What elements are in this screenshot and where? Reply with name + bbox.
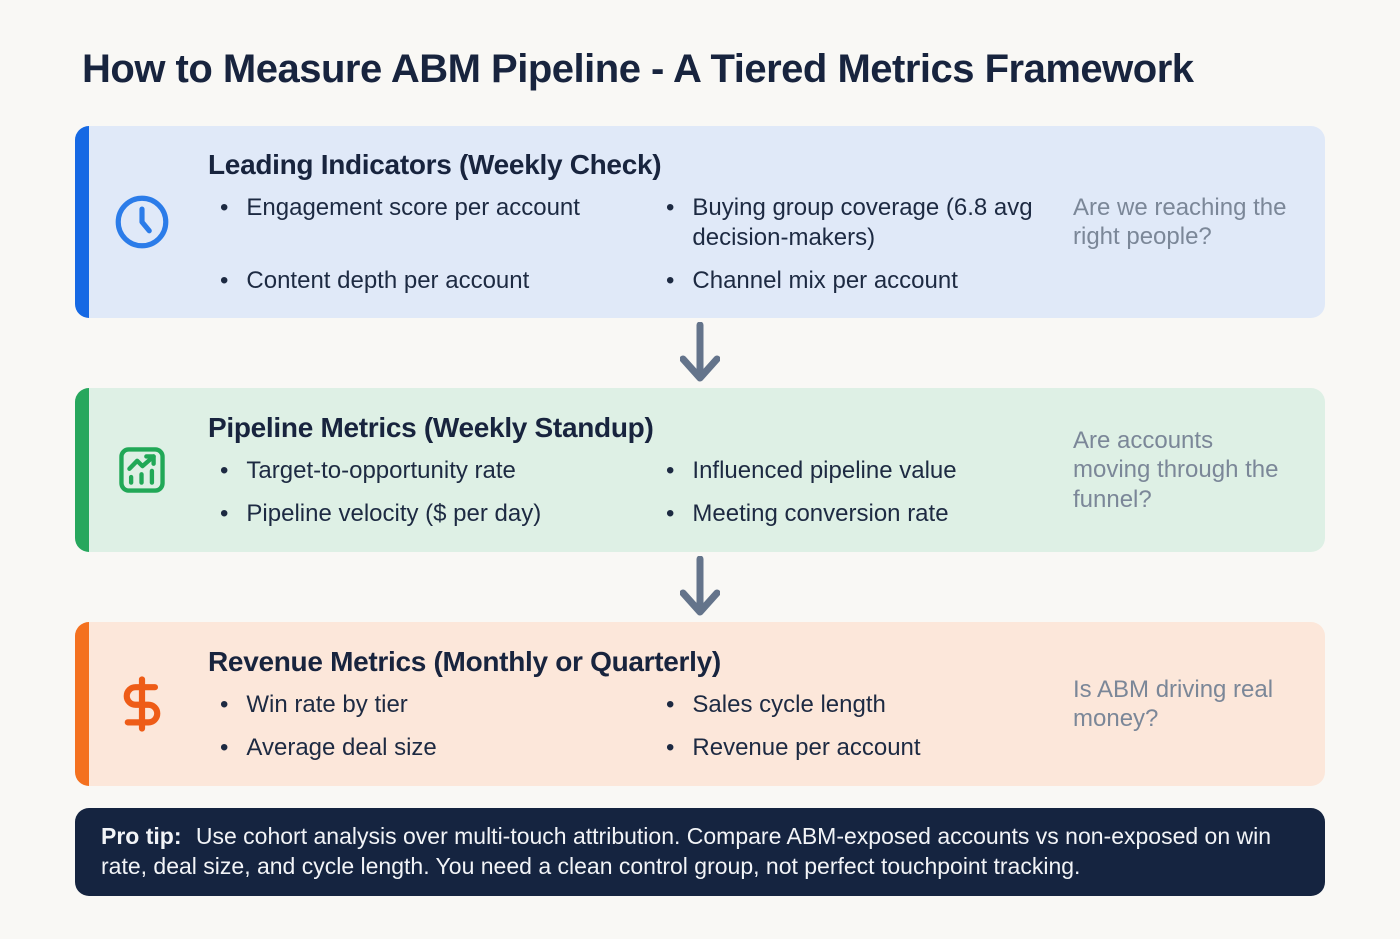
dollar-sign-icon [111,673,173,735]
tier-side-note: Is ABM driving real money? [1073,675,1274,732]
bullet-item: Buying group coverage (6.8 avg decision-… [654,193,1073,253]
tier-icon-cell [75,441,208,499]
bullet-item: Meeting conversion rate [654,499,1073,529]
bullet-item: Target-to-opportunity rate [208,456,654,486]
tier-icon-cell [75,191,208,253]
infographic-canvas: How to Measure ABM Pipeline - A Tiered M… [0,0,1400,896]
bullet-item: Pipeline velocity ($ per day) [208,499,654,529]
tier-heading: Pipeline Metrics (Weekly Standup) [208,411,654,443]
tier-heading: Revenue Metrics (Monthly or Quarterly) [208,645,721,677]
clock-icon [111,191,173,253]
tier-content: Revenue Metrics (Monthly or Quarterly) W… [208,646,1073,763]
bullet-item: Win rate by tier [208,690,654,720]
tier-revenue-metrics: Revenue Metrics (Monthly or Quarterly) W… [75,622,1325,786]
tier-leading-indicators: Leading Indicators (Weekly Check) Engage… [75,126,1325,318]
tier-bullet-list: Win rate by tier Sales cycle length Aver… [208,690,1073,763]
tier-icon-cell [75,673,208,735]
tier-pipeline-metrics: Pipeline Metrics (Weekly Standup) Target… [75,388,1325,552]
bullet-item: Influenced pipeline value [654,456,1073,486]
pro-tip-label: Pro tip: [101,823,182,849]
tier-content: Leading Indicators (Weekly Check) Engage… [208,149,1073,296]
tier-content: Pipeline Metrics (Weekly Standup) Target… [208,412,1073,529]
tier-bullet-list: Engagement score per account Buying grou… [208,193,1073,296]
flow-arrow-row [75,552,1325,622]
page-title: How to Measure ABM Pipeline - A Tiered M… [82,47,1194,91]
bullet-item: Revenue per account [654,733,1073,763]
down-arrow-icon [680,556,720,618]
flow-arrow-row [75,318,1325,388]
bullet-item: Average deal size [208,733,654,763]
bullet-item: Engagement score per account [208,193,654,253]
tier-bullet-list: Target-to-opportunity rate Influenced pi… [208,456,1073,529]
tier-heading: Leading Indicators (Weekly Check) [208,148,662,180]
bullet-item: Channel mix per account [654,266,1073,296]
line-chart-icon [113,441,171,499]
bullet-item: Sales cycle length [654,690,1073,720]
down-arrow-icon [680,322,720,384]
pro-tip-banner: Pro tip: Use cohort analysis over multi-… [75,808,1325,896]
tier-side-note: Are accounts moving through the funnel? [1073,427,1279,513]
tier-side-note: Are we reaching the right people? [1073,193,1287,250]
pro-tip-text: Use cohort analysis over multi-touch att… [101,823,1272,879]
bullet-item: Content depth per account [208,266,654,296]
